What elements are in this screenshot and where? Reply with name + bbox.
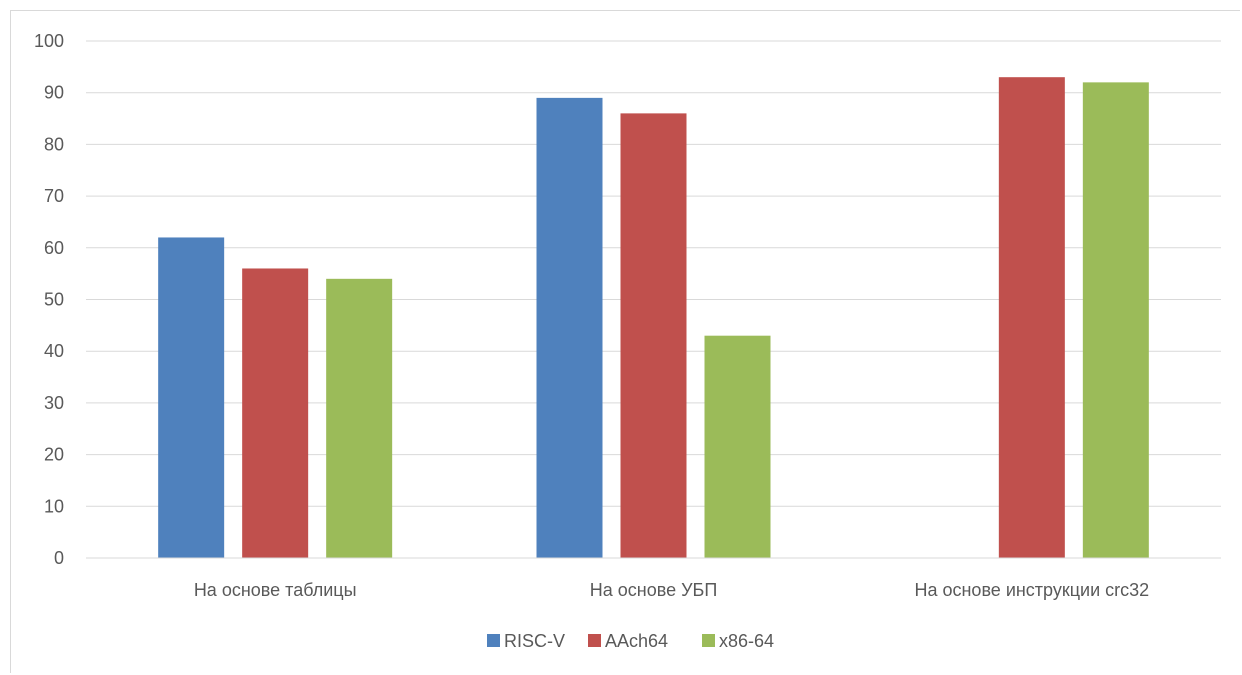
y-tick-label: 0: [54, 548, 64, 568]
bar-risc-v: [158, 237, 225, 558]
bar-risc-v: [536, 97, 603, 559]
legend-label: RISC-V: [504, 631, 565, 651]
legend-swatch: [588, 634, 601, 647]
y-tick-label: 30: [44, 393, 64, 413]
bar-x86-64: [704, 335, 771, 558]
y-tick-label: 80: [44, 134, 64, 154]
bar-aach64: [242, 268, 309, 558]
y-tick-label: 60: [44, 238, 64, 258]
y-tick-label: 70: [44, 186, 64, 206]
x-category-label: На основе таблицы: [194, 580, 357, 600]
legend-swatch: [487, 634, 500, 647]
x-category-label: На основе инструкции crc32: [914, 580, 1149, 600]
legend-label: x86-64: [719, 631, 774, 651]
bar-aach64: [620, 113, 687, 558]
x-category-label: На основе УБП: [590, 580, 718, 600]
bar-aach64: [998, 77, 1065, 558]
y-tick-label: 50: [44, 290, 64, 310]
legend-label: AAch64: [605, 631, 668, 651]
y-tick-label: 20: [44, 445, 64, 465]
bar-x86-64: [1082, 82, 1149, 559]
legend-swatch: [702, 634, 715, 647]
y-tick-label: 100: [34, 31, 64, 51]
y-tick-label: 10: [44, 496, 64, 516]
y-tick-label: 90: [44, 83, 64, 103]
bar-x86-64: [326, 278, 393, 558]
y-tick-label: 40: [44, 341, 64, 361]
